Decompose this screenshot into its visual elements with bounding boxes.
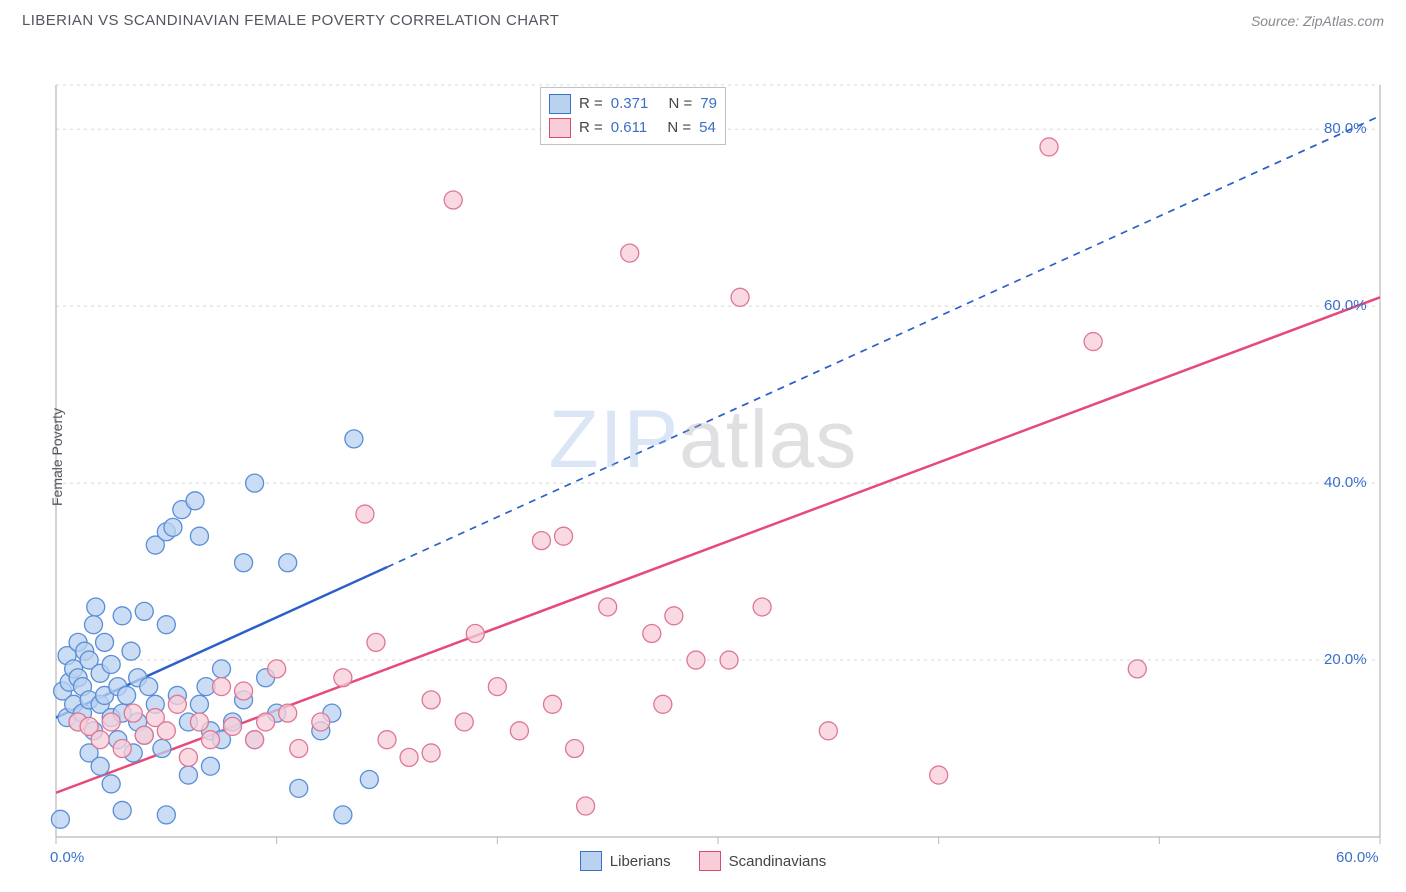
legend-label: Scandinavians <box>729 853 827 870</box>
r-label: R = <box>579 116 603 140</box>
source-credit: Source: ZipAtlas.com <box>1251 13 1384 29</box>
r-label: R = <box>579 92 603 116</box>
axis-tick-label: 60.0% <box>1324 297 1367 314</box>
swatch-blue-icon <box>549 94 571 114</box>
legend-item-liberians: Liberians <box>580 851 671 871</box>
stats-legend: R = 0.371 N = 79 R = 0.611 N = 54 <box>540 87 726 145</box>
y-axis-label: Female Poverty <box>49 408 65 506</box>
axis-tick-label: 0.0% <box>50 849 84 866</box>
swatch-pink-icon <box>699 851 721 871</box>
r-value: 0.611 <box>611 116 647 140</box>
source-label: Source: <box>1251 13 1303 29</box>
legend-label: Liberians <box>610 853 671 870</box>
title-bar: LIBERIAN VS SCANDINAVIAN FEMALE POVERTY … <box>0 0 1406 37</box>
n-value: 54 <box>699 116 716 140</box>
chart-title: LIBERIAN VS SCANDINAVIAN FEMALE POVERTY … <box>22 12 559 29</box>
stats-row-liberians: R = 0.371 N = 79 <box>549 92 717 116</box>
n-label: N = <box>667 116 691 140</box>
legend-item-scandinavians: Scandinavians <box>699 851 827 871</box>
chart-area: Female Poverty ZIPatlas R = 0.371 N = 79… <box>0 37 1406 877</box>
axis-tick-label: 60.0% <box>1336 849 1379 866</box>
axis-tick-label: 20.0% <box>1324 651 1367 668</box>
axis-tick-label: 40.0% <box>1324 474 1367 491</box>
series-legend: Liberians Scandinavians <box>0 851 1406 871</box>
r-value: 0.371 <box>611 92 649 116</box>
n-value: 79 <box>700 92 717 116</box>
scatter-plot <box>0 37 1406 877</box>
stats-row-scandinavians: R = 0.611 N = 54 <box>549 116 717 140</box>
source-name: ZipAtlas.com <box>1303 13 1384 29</box>
swatch-blue-icon <box>580 851 602 871</box>
n-label: N = <box>668 92 692 116</box>
axis-tick-label: 80.0% <box>1324 120 1367 137</box>
swatch-pink-icon <box>549 118 571 138</box>
